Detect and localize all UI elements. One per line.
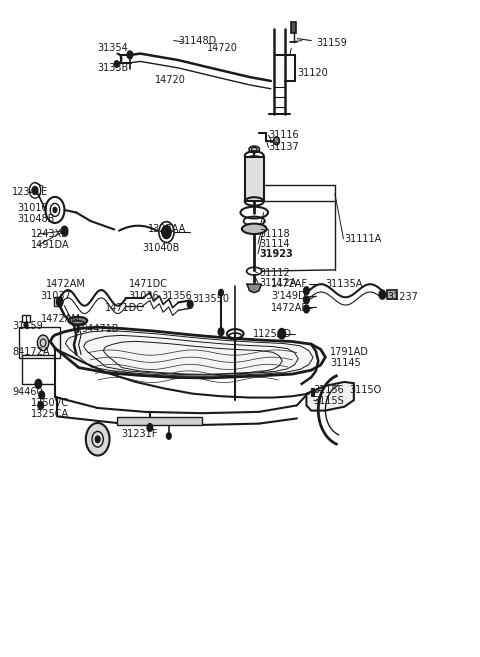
Circle shape: [379, 290, 385, 299]
Text: 31010: 31010: [17, 203, 48, 213]
Bar: [54, 296, 60, 306]
Text: 31135A: 31135A: [325, 279, 363, 289]
Text: 14720: 14720: [207, 43, 238, 53]
Bar: [117, 417, 202, 425]
Text: 14720: 14720: [155, 75, 185, 85]
Bar: [311, 388, 313, 396]
Text: 31116: 31116: [268, 130, 299, 140]
Bar: [19, 327, 60, 358]
Text: 31231F: 31231F: [121, 429, 158, 439]
Text: 1325CA: 1325CA: [31, 409, 70, 419]
Circle shape: [24, 323, 28, 328]
Ellipse shape: [68, 317, 87, 325]
Text: 3'149D: 3'149D: [271, 291, 305, 301]
Text: 3115O: 3115O: [349, 386, 382, 396]
Text: 1234LE: 1234LE: [12, 187, 48, 196]
Circle shape: [187, 300, 193, 308]
Text: 31923: 31923: [259, 248, 293, 259]
Circle shape: [32, 187, 38, 194]
Text: 31137: 31137: [268, 143, 299, 152]
Text: 94471B: 94471B: [81, 323, 119, 334]
Text: 31048B: 31048B: [17, 214, 54, 224]
Text: 1125AD: 1125AD: [253, 328, 292, 339]
Bar: [291, 22, 296, 34]
Circle shape: [303, 296, 309, 304]
Text: 1472AM: 1472AM: [46, 279, 85, 289]
Text: 1791AD: 1791AD: [330, 347, 369, 357]
Text: 3133B: 3133B: [97, 63, 129, 73]
Text: 1491DA: 1491DA: [31, 240, 70, 250]
Text: 3115S: 3115S: [313, 396, 344, 407]
Text: 31112A: 31112A: [259, 278, 296, 288]
Text: 1243XD: 1243XD: [31, 229, 70, 239]
Circle shape: [303, 287, 309, 294]
Text: 313550: 313550: [192, 294, 229, 304]
Text: 31145: 31145: [330, 358, 361, 368]
Circle shape: [61, 226, 68, 235]
Text: 31036: 31036: [129, 291, 159, 301]
Text: 31111A: 31111A: [344, 234, 382, 244]
Ellipse shape: [252, 147, 257, 151]
Text: 1472AF: 1472AF: [271, 303, 308, 313]
Text: 1327AA: 1327AA: [147, 224, 186, 234]
Circle shape: [39, 391, 45, 399]
Circle shape: [219, 290, 223, 296]
Circle shape: [303, 305, 309, 313]
Text: 31040B: 31040B: [143, 243, 180, 254]
Circle shape: [278, 328, 286, 339]
Text: 31159: 31159: [12, 321, 43, 331]
Bar: [245, 157, 264, 202]
Circle shape: [96, 436, 100, 443]
Circle shape: [35, 379, 42, 388]
Text: 1472AF: 1472AF: [271, 279, 308, 289]
Ellipse shape: [242, 223, 266, 234]
Text: 31112: 31112: [259, 268, 290, 278]
Circle shape: [114, 60, 119, 67]
Circle shape: [53, 208, 57, 213]
Bar: [387, 290, 396, 299]
Text: 1471DC: 1471DC: [129, 279, 168, 289]
Text: 31356: 31356: [162, 291, 192, 301]
Circle shape: [37, 335, 49, 351]
Text: 94460: 94460: [12, 387, 43, 397]
Text: 31159: 31159: [316, 38, 347, 48]
Polygon shape: [247, 284, 261, 292]
Text: 31354: 31354: [98, 43, 129, 53]
Text: 31114: 31114: [259, 238, 289, 249]
Text: 1472AM: 1472AM: [41, 314, 81, 324]
Text: 1350VC: 1350VC: [31, 398, 69, 409]
Ellipse shape: [274, 137, 279, 145]
Text: 31148D: 31148D: [179, 35, 216, 45]
Circle shape: [38, 401, 44, 409]
Polygon shape: [306, 382, 354, 411]
Circle shape: [167, 433, 171, 440]
Bar: [22, 315, 30, 322]
Text: 31118: 31118: [259, 229, 289, 239]
Text: 31156: 31156: [313, 386, 344, 396]
Circle shape: [218, 328, 224, 336]
Text: 31037: 31037: [41, 291, 72, 301]
Text: 84172A: 84172A: [12, 347, 50, 357]
Polygon shape: [50, 327, 325, 378]
Circle shape: [147, 424, 153, 432]
Circle shape: [162, 225, 171, 238]
Text: 31120: 31120: [297, 68, 328, 78]
Circle shape: [127, 51, 133, 59]
Text: 1471DC: 1471DC: [105, 303, 144, 313]
Circle shape: [86, 423, 109, 455]
Circle shape: [56, 297, 63, 306]
Text: 31237: 31237: [387, 292, 418, 302]
